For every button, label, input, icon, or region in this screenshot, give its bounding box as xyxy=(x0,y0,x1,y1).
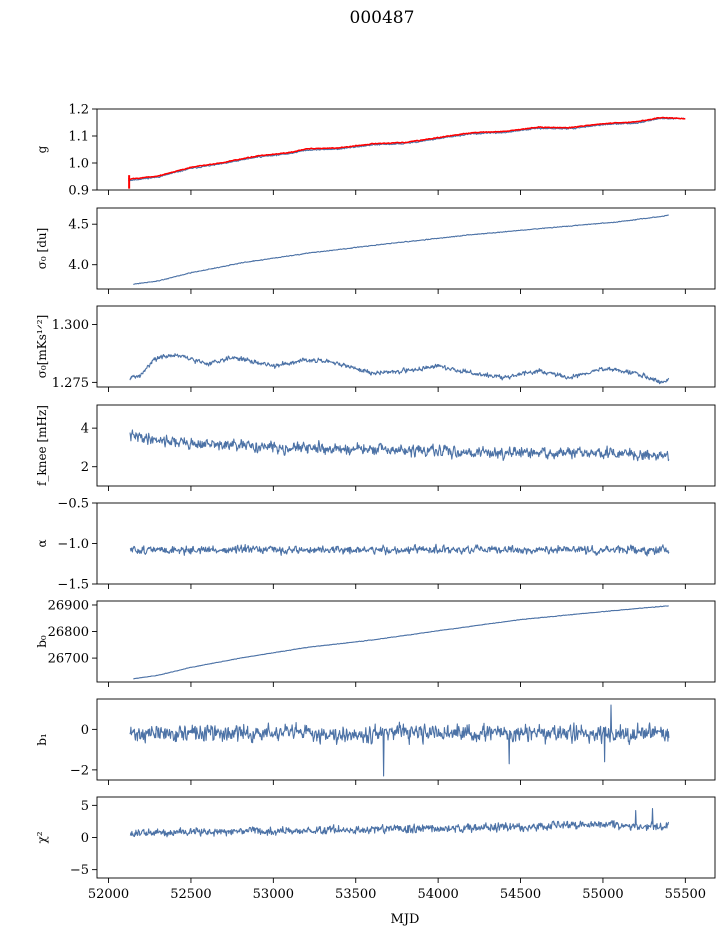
alpha-axes-frame xyxy=(96,502,716,585)
panel-chi2: −5 0 5 52000 52500 53000 53500 54000 54500 55000 5… xyxy=(35,796,716,902)
xtick-label: 54000 xyxy=(417,887,458,902)
xtick-label: 52500 xyxy=(170,887,211,902)
panel-b1: −2 0 b₁ xyxy=(35,698,716,785)
panel-alpha: −1.5 −1.0 −0.5 α xyxy=(35,497,716,593)
chi2-ytick-label: −5 xyxy=(70,863,89,878)
xtick-label: 54500 xyxy=(500,887,541,902)
sigma0_mks-axes-frame xyxy=(96,305,716,388)
g-ytick-label: 0.9 xyxy=(68,184,89,199)
alpha-ytick-label: −1.0 xyxy=(57,537,89,552)
g-series-line xyxy=(127,117,686,182)
b0-ytick-label: 26900 xyxy=(48,598,89,613)
g-overlay-line xyxy=(128,116,686,181)
xtick-label: 55500 xyxy=(665,887,706,902)
alpha-ylabel: α xyxy=(35,539,49,547)
b0-series-line xyxy=(133,605,669,680)
chi2-axes-frame xyxy=(96,796,716,879)
g-ytick-label: 1.0 xyxy=(68,157,89,172)
sigma0-axes-frame xyxy=(96,207,716,290)
b1-axes-frame xyxy=(96,698,716,781)
b0-ylabel: b₀ xyxy=(35,635,49,648)
xtick-label: 53000 xyxy=(253,887,294,902)
fknee-series-line xyxy=(129,429,670,462)
g-axes-frame xyxy=(96,108,716,191)
g-ylabel: g xyxy=(35,145,49,153)
sigma0-series-line xyxy=(133,214,669,286)
sigma0_mks-series-line xyxy=(129,353,670,385)
panel-b0: 26700 26800 26900 b₀ xyxy=(35,598,716,687)
panel-sigma0: 4.0 4.5 σ₀ [du] xyxy=(35,207,716,294)
chi2-series-line xyxy=(129,808,670,838)
alpha-series-line xyxy=(129,543,670,557)
figure-title: 000487 xyxy=(350,8,415,28)
fknee-ytick-label: 2 xyxy=(81,460,89,475)
fknee-ytick-label: 4 xyxy=(81,422,89,437)
chi2-ytick-label: 5 xyxy=(81,799,89,814)
sigma0-ylabel: σ₀ [du] xyxy=(35,228,49,270)
panel-fknee: 2 4 f_knee [mHz] xyxy=(35,404,716,491)
sigma0-ytick-label: 4.0 xyxy=(68,258,89,273)
xtick-label: 52000 xyxy=(88,887,129,902)
b0-ytick-label: 26700 xyxy=(48,652,89,667)
g-ytick-label: 1.1 xyxy=(68,130,89,145)
alpha-ytick-label: −1.5 xyxy=(57,578,89,593)
alpha-ytick-label: −0.5 xyxy=(57,497,89,512)
chi2-ytick-label: 0 xyxy=(81,831,89,846)
b1-ylabel: b₁ xyxy=(35,733,49,746)
chi2-ylabel: χ² xyxy=(35,831,49,843)
b0-axes-frame xyxy=(96,600,716,683)
fknee-ylabel: f_knee [mHz] xyxy=(35,405,49,486)
b0-ytick-label: 26800 xyxy=(48,625,89,640)
panel-g: 0.9 1.0 1.1 1.2 g xyxy=(35,103,716,199)
xtick-label: 53500 xyxy=(335,887,376,902)
b1-ytick-label: 0 xyxy=(81,723,89,738)
xtick-label: 55000 xyxy=(582,887,623,902)
sigma0_mks-ylabel: σ₀[mKs¹ᐟ²] xyxy=(35,315,49,379)
fknee-axes-frame xyxy=(96,404,716,487)
b1-ytick-label: −2 xyxy=(70,763,89,778)
x-axis-label: MJD xyxy=(391,912,420,927)
panels: 0.9 1.0 1.1 1.2 g 4.0 4.5 σ₀ [du] 1.275 1.300σ₀[m… xyxy=(35,103,716,902)
sigma0-ytick-label: 4.5 xyxy=(68,218,89,233)
g-ytick-label: 1.2 xyxy=(68,103,89,118)
sigma0_mks-ytick-label: 1.275 xyxy=(52,376,89,391)
sigma0_mks-ytick-label: 1.300 xyxy=(52,318,89,333)
b1-series-line xyxy=(129,704,670,777)
